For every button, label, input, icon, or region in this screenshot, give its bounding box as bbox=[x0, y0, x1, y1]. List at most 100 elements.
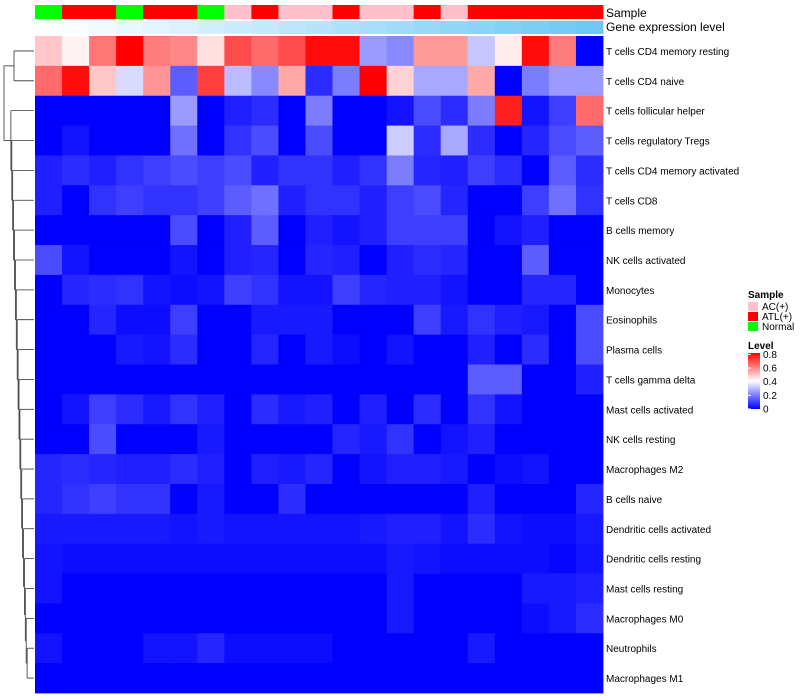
heatmap-cell bbox=[440, 155, 469, 186]
heatmap-cell bbox=[116, 334, 144, 365]
heatmap-cell bbox=[89, 185, 117, 216]
sample-annotation-cell bbox=[494, 5, 523, 19]
heatmap-cell bbox=[143, 274, 171, 306]
heatmap-cell bbox=[494, 543, 523, 574]
heatmap-cell bbox=[35, 185, 63, 216]
heatmap-cell bbox=[467, 304, 496, 336]
heatmap-cell bbox=[548, 483, 577, 515]
heatmap-cell bbox=[467, 663, 496, 694]
heatmap-cell bbox=[386, 65, 415, 97]
heatmap-cell bbox=[224, 424, 252, 455]
heatmap-cell bbox=[251, 125, 279, 156]
heatmap-cell bbox=[359, 573, 388, 604]
heatmap-cell bbox=[197, 603, 225, 634]
heatmap-cell bbox=[440, 633, 469, 664]
heatmap-cell bbox=[332, 394, 360, 425]
expression-annotation-cell bbox=[278, 21, 306, 34]
sample-annotation-cell bbox=[251, 5, 279, 19]
heatmap-cell bbox=[575, 603, 604, 634]
heatmap-cell bbox=[35, 603, 63, 634]
heatmap-cell bbox=[89, 65, 117, 97]
heatmap-cell bbox=[89, 633, 117, 664]
heatmap-cell bbox=[332, 633, 360, 664]
heatmap-cell bbox=[251, 483, 279, 515]
heatmap-cell bbox=[116, 573, 144, 604]
heatmap-cell bbox=[494, 65, 523, 97]
sample-annotation-cell bbox=[35, 5, 63, 19]
heatmap-cell bbox=[386, 424, 415, 455]
expression-annotation-cell bbox=[143, 21, 171, 34]
row-label: Dendritic cells resting bbox=[606, 555, 701, 566]
heatmap-cell bbox=[548, 513, 577, 545]
annotation-label-gene-expression-level: Gene expression level bbox=[606, 20, 725, 34]
heatmap-cell bbox=[305, 334, 333, 365]
heatmap-cell bbox=[224, 155, 252, 186]
legend-sample-title: Sample bbox=[748, 290, 784, 301]
heatmap-cell bbox=[197, 215, 225, 246]
heatmap-cell bbox=[548, 603, 577, 634]
heatmap-cell bbox=[467, 274, 496, 306]
heatmap-cell bbox=[116, 65, 144, 97]
heatmap-cell bbox=[251, 36, 279, 67]
expression-annotation-cell bbox=[35, 21, 63, 34]
sample-annotation-cell bbox=[440, 5, 469, 19]
heatmap-cell bbox=[413, 633, 442, 664]
heatmap-cell bbox=[224, 394, 252, 425]
heatmap-cell bbox=[413, 125, 442, 156]
heatmap-cell bbox=[197, 334, 225, 365]
heatmap-cell bbox=[521, 304, 550, 336]
heatmap-cell bbox=[467, 36, 496, 67]
heatmap-cell bbox=[359, 155, 388, 186]
heatmap-cell bbox=[278, 245, 306, 276]
heatmap-cell bbox=[575, 185, 604, 216]
heatmap-cell bbox=[89, 95, 117, 126]
heatmap-cell bbox=[89, 274, 117, 306]
heatmap-cell bbox=[575, 245, 604, 276]
heatmap-cell bbox=[143, 513, 171, 545]
heatmap-cell bbox=[197, 543, 225, 574]
heatmap-cell bbox=[143, 543, 171, 574]
legend-sample-label: Normal bbox=[762, 322, 794, 333]
heatmap-cell bbox=[575, 155, 604, 186]
heatmap-cell bbox=[440, 185, 469, 216]
legend-level-tick-label: 0.8 bbox=[763, 350, 777, 361]
heatmap-cell bbox=[413, 185, 442, 216]
heatmap-cell bbox=[278, 603, 306, 634]
heatmap-cell bbox=[467, 185, 496, 216]
heatmap-cell bbox=[359, 394, 388, 425]
heatmap-cell bbox=[386, 36, 415, 67]
heatmap-cell bbox=[197, 245, 225, 276]
heatmap-cell bbox=[251, 603, 279, 634]
heatmap-cell bbox=[62, 424, 90, 455]
heatmap-cell bbox=[440, 543, 469, 574]
heatmap-cell bbox=[62, 364, 90, 395]
sample-annotation-cell bbox=[278, 5, 306, 19]
heatmap-cell bbox=[170, 573, 198, 604]
heatmap-cell bbox=[224, 185, 252, 216]
heatmap-cell bbox=[89, 36, 117, 67]
heatmap-cell bbox=[143, 155, 171, 186]
heatmap-cell bbox=[359, 633, 388, 664]
heatmap-cell bbox=[224, 483, 252, 515]
heatmap-cell bbox=[143, 483, 171, 515]
heatmap-cell bbox=[521, 364, 550, 395]
sample-annotation-cell bbox=[197, 5, 225, 19]
heatmap-cell bbox=[197, 304, 225, 336]
heatmap-cell bbox=[332, 364, 360, 395]
expression-annotation-cell bbox=[467, 21, 496, 34]
heatmap-cell bbox=[305, 245, 333, 276]
heatmap-cell bbox=[305, 513, 333, 545]
heatmap-cell bbox=[494, 215, 523, 246]
heatmap-cell bbox=[305, 36, 333, 67]
heatmap-cell bbox=[143, 95, 171, 126]
heatmap-cell bbox=[413, 364, 442, 395]
heatmap-cell bbox=[494, 364, 523, 395]
heatmap-cell bbox=[278, 543, 306, 574]
heatmap-cell bbox=[332, 483, 360, 515]
heatmap-cell bbox=[278, 95, 306, 126]
heatmap-cell bbox=[170, 155, 198, 186]
heatmap-cell bbox=[170, 633, 198, 664]
legend-sample-label: AC(+) bbox=[762, 302, 788, 313]
heatmap-cell bbox=[224, 215, 252, 246]
heatmap-cell bbox=[548, 36, 577, 67]
